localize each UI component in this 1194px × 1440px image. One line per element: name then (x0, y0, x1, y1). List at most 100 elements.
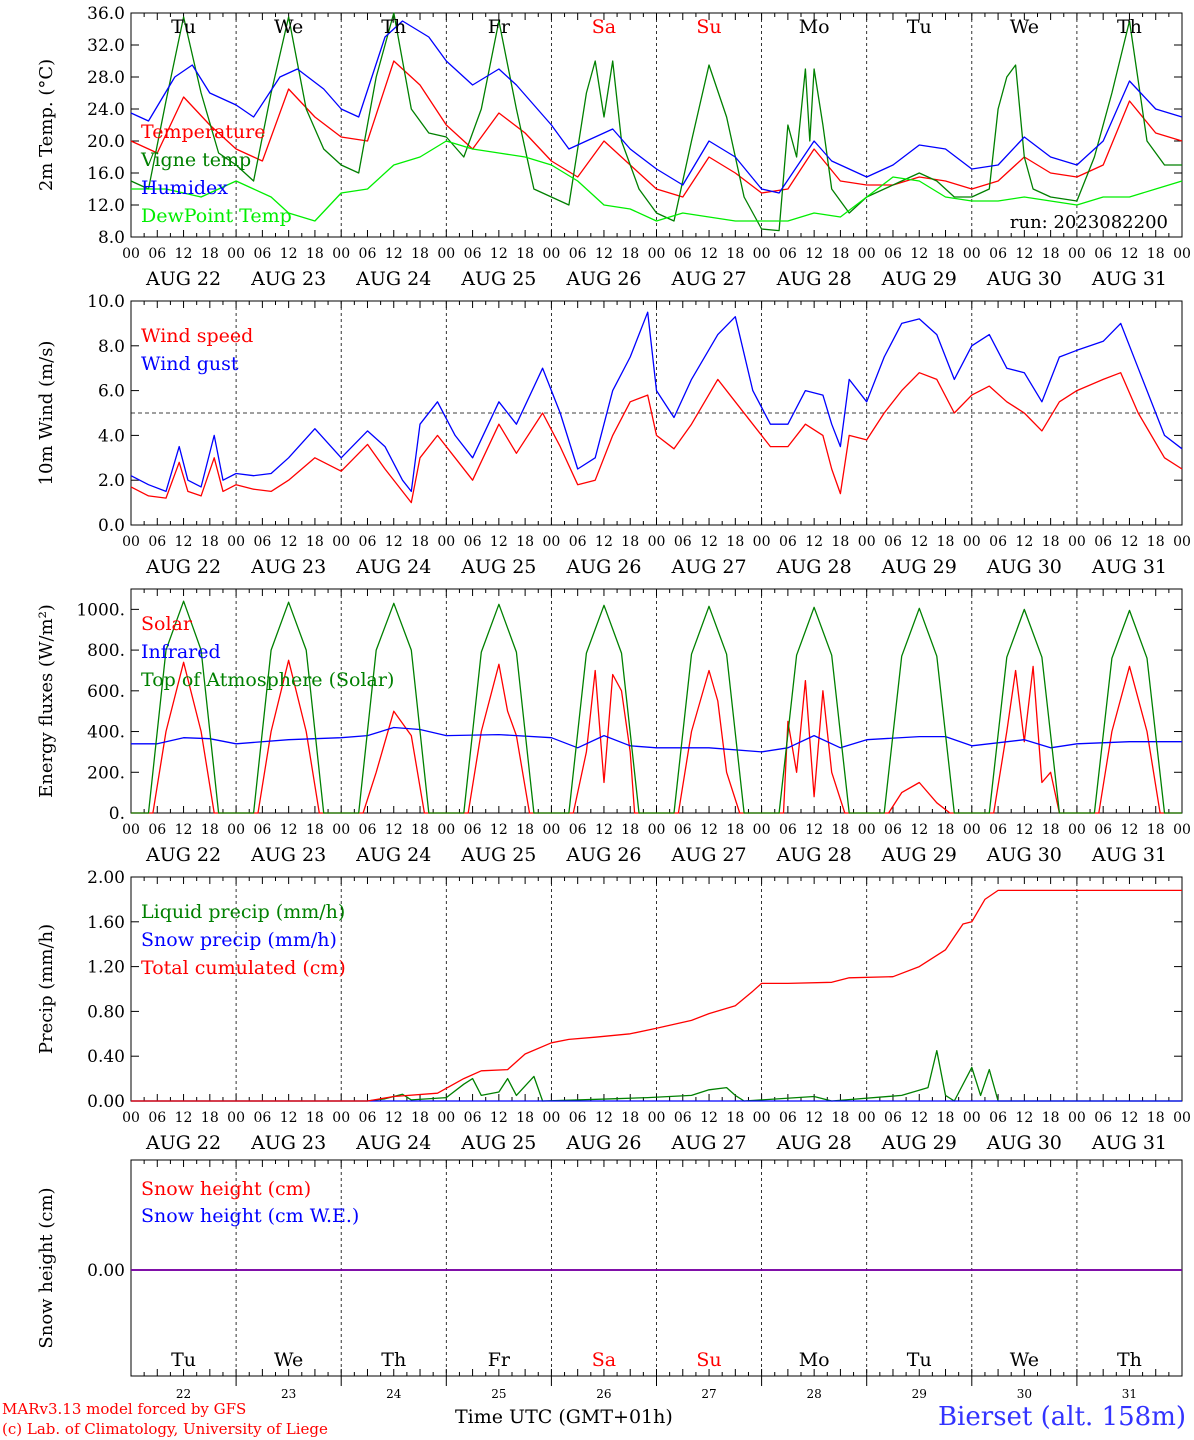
y-tick-label: 20.0 (87, 132, 125, 152)
hour-tick-label: 18 (201, 1110, 219, 1126)
y-tick-label: 8.0 (98, 337, 125, 357)
hour-tick-label: 06 (569, 822, 587, 838)
day-name-label: Mo (799, 1349, 830, 1371)
y-tick-label: 0. (109, 804, 125, 824)
hour-tick-label: 06 (569, 1110, 587, 1126)
hour-tick-label: 12 (700, 246, 718, 262)
hour-tick-label: 00 (227, 822, 245, 838)
date-label: AUG 27 (670, 268, 746, 290)
day-name-label: Th (1117, 16, 1142, 38)
date-label: AUG 29 (881, 844, 957, 866)
hour-tick-label: 18 (621, 822, 639, 838)
hour-tick-label: 00 (122, 246, 140, 262)
y-tick-label: 400. (87, 723, 125, 743)
hour-tick-label: 06 (989, 822, 1007, 838)
hour-tick-label: 12 (1015, 1110, 1033, 1126)
hour-tick-label: 12 (385, 246, 403, 262)
hour-tick-label: 06 (779, 246, 797, 262)
hour-tick-label: 18 (516, 1110, 534, 1126)
day-number-label: 27 (701, 1387, 716, 1400)
date-label: AUG 30 (986, 268, 1062, 290)
hour-tick-label: 18 (201, 246, 219, 262)
day-number-label: 30 (1017, 1387, 1032, 1400)
date-label: AUG 29 (881, 268, 957, 290)
hour-tick-label: 00 (1173, 246, 1191, 262)
y-tick-label: 2.00 (87, 868, 125, 888)
hour-tick-label: 06 (779, 534, 797, 550)
panel-2: 0.0 2.0 4.0 6.0 8.0 10.0 10m Wind (m/s) Wind sp… (36, 292, 1191, 578)
series-line-vigne-temp (130, 12, 1182, 232)
y-tick-label: 2.0 (98, 471, 125, 491)
hour-tick-label: 18 (306, 246, 324, 262)
legend-entry: Liquid precip (mm/h) (141, 901, 345, 923)
hour-tick-label: 18 (516, 534, 534, 550)
lab-credit-line: (c) Lab. of Climatology, University of L… (2, 1420, 328, 1438)
hour-tick-label: 18 (1147, 1110, 1165, 1126)
hour-tick-label: 12 (910, 1110, 928, 1126)
hour-tick-label: 06 (884, 822, 902, 838)
hour-tick-label: 06 (569, 246, 587, 262)
x-axis-title: Time UTC (GMT+01h) (455, 1406, 673, 1428)
date-label: AUG 31 (1091, 844, 1167, 866)
date-label: AUG 23 (250, 556, 326, 578)
hour-tick-label: 06 (884, 1110, 902, 1126)
hour-tick-label: 00 (753, 534, 771, 550)
y-tick-label: 32.0 (87, 36, 125, 56)
hour-tick-label: 12 (175, 1110, 193, 1126)
model-credit-line: MARv3.13 model forced by GFS (2, 1400, 247, 1418)
hour-tick-label: 18 (621, 1110, 639, 1126)
day-number-label: 29 (912, 1387, 927, 1400)
hour-tick-label: 18 (621, 534, 639, 550)
hour-tick-label: 06 (674, 246, 692, 262)
hour-tick-label: 00 (332, 822, 350, 838)
hour-tick-label: 06 (1094, 246, 1112, 262)
day-name-label: Tu (171, 1349, 196, 1371)
day-name-label: Fr (488, 1349, 511, 1371)
hour-tick-label: 06 (989, 534, 1007, 550)
hour-tick-label: 18 (306, 822, 324, 838)
hour-tick-label: 18 (306, 534, 324, 550)
day-name-label: Sa (592, 16, 616, 38)
panel-4: 0.00 0.40 0.80 1.20 1.60 2.00 Precip (mm/h) Liq… (36, 868, 1191, 1154)
series-line-infrared (131, 726, 1182, 753)
date-label: AUG 25 (460, 268, 536, 290)
hour-tick-label: 18 (516, 822, 534, 838)
hour-tick-label: 12 (490, 246, 508, 262)
hour-tick-label: 12 (595, 246, 613, 262)
hour-tick-label: 06 (884, 534, 902, 550)
day-number-label: 31 (1122, 1387, 1137, 1400)
hour-tick-label: 12 (175, 534, 193, 550)
hour-tick-label: 12 (490, 1110, 508, 1126)
hour-tick-label: 18 (306, 1110, 324, 1126)
y-tick-label: 1.20 (87, 958, 125, 978)
hour-tick-label: 12 (1121, 246, 1139, 262)
hour-tick-label: 00 (1068, 246, 1086, 262)
hour-tick-label: 06 (359, 534, 377, 550)
day-number-label: 28 (807, 1387, 822, 1400)
hour-tick-label: 00 (227, 534, 245, 550)
hour-tick-label: 00 (122, 822, 140, 838)
legend-entry: Solar (141, 613, 193, 635)
hour-tick-label: 06 (674, 534, 692, 550)
run-label: run: 2023082200 (1010, 212, 1168, 233)
day-name-label: Th (1117, 1349, 1142, 1371)
hour-tick-label: 12 (805, 534, 823, 550)
hour-tick-label: 12 (175, 246, 193, 262)
hour-tick-label: 12 (1121, 1110, 1139, 1126)
hour-tick-label: 18 (937, 822, 955, 838)
date-label: AUG 30 (986, 1132, 1062, 1154)
hour-tick-label: 00 (753, 246, 771, 262)
hour-tick-label: 18 (832, 1110, 850, 1126)
hour-tick-label: 12 (1015, 822, 1033, 838)
y-tick-label: 800. (87, 641, 125, 661)
hour-tick-label: 12 (280, 822, 298, 838)
date-label: AUG 22 (145, 556, 221, 578)
panel-frame (130, 12, 1183, 238)
hour-tick-label: 12 (385, 1110, 403, 1126)
hour-tick-label: 06 (148, 822, 166, 838)
hour-tick-label: 12 (700, 1110, 718, 1126)
hour-tick-label: 12 (805, 1110, 823, 1126)
date-label: AUG 24 (355, 844, 431, 866)
date-label: AUG 26 (565, 1132, 641, 1154)
day-number-label: 22 (176, 1387, 191, 1400)
